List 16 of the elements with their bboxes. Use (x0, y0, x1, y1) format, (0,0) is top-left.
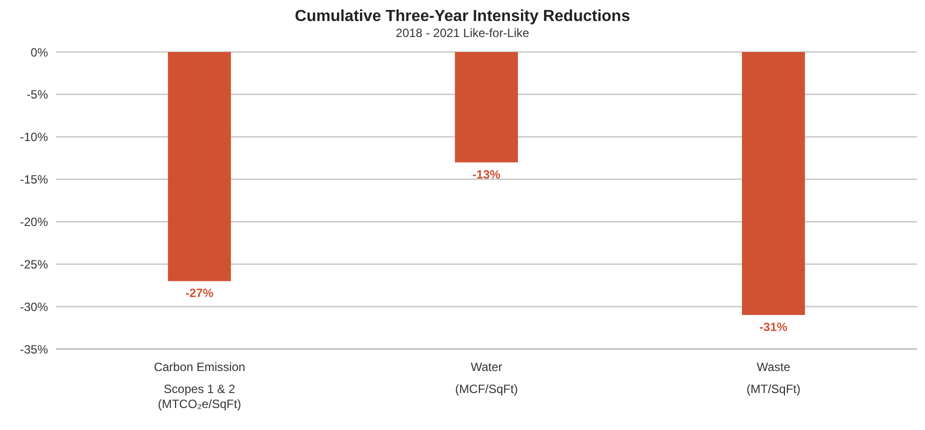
x-tick-label: Water (MCF/SqFt) (455, 360, 518, 396)
data-label: -31% (759, 320, 788, 334)
data-label: -27% (185, 286, 214, 300)
y-tick-label: -15% (20, 172, 48, 187)
y-tick-label: 0% (30, 45, 48, 60)
chart-subtitle: 2018 - 2021 Like-for-Like (394, 26, 530, 40)
x-tick-label: Carbon Emission Scopes 1 & 2 (MTCO₂e/SqFt) (154, 360, 246, 411)
y-tick-label: -25% (20, 257, 48, 272)
y-tick-label: -10% (20, 130, 48, 144)
y-tick-label: -30% (20, 300, 48, 314)
y-tick-label: -35% (20, 342, 48, 356)
data-label: -13% (472, 167, 501, 182)
x-tick-label: Waste (MT/SqFt) (746, 360, 800, 396)
chart-title: Cumulative Three-Year Intensity Reductions (294, 8, 632, 26)
y-tick-label: -5% (26, 88, 48, 102)
y-tick-label: -20% (20, 214, 48, 229)
